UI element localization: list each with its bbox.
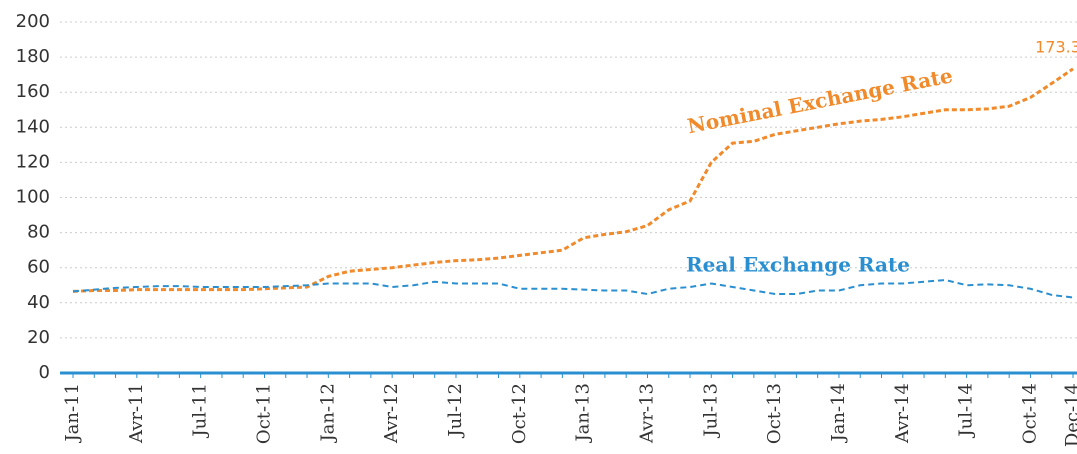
x-tick-label: Avr-13: [636, 383, 657, 444]
series-line: [72, 278, 1074, 299]
x-tick-label: Jul-13: [700, 383, 721, 439]
x-tick-label: Oct-11: [253, 383, 274, 444]
x-tick-label: Jan-12: [317, 383, 338, 444]
x-tick-label: Avr-11: [126, 383, 147, 444]
x-tick-label: Oct-14: [1019, 383, 1040, 444]
x-tick-label: Oct-12: [509, 383, 530, 444]
y-tick-label: 140: [16, 116, 50, 137]
y-tick-label: 20: [27, 327, 50, 348]
x-tick-label: Jan-11: [62, 383, 83, 444]
x-tick-label: Oct-13: [764, 383, 785, 444]
value-label: 173.3: [1035, 38, 1077, 57]
series-line: [72, 67, 1074, 293]
y-tick-label: 0: [39, 362, 50, 383]
x-tick-label: Jul-12: [445, 383, 466, 439]
x-tick-label: Jul-14: [956, 383, 977, 439]
y-tick-label: 80: [27, 222, 50, 243]
x-tick-label: Jan-13: [573, 383, 594, 444]
x-tick-label: Avr-12: [381, 383, 402, 444]
y-tick-label: 160: [16, 81, 50, 102]
x-tick-label: Jan-14: [828, 383, 849, 444]
y-tick-label: 180: [16, 46, 50, 67]
y-tick-label: 60: [27, 257, 50, 278]
series-label: Real Exchange Rate: [686, 253, 910, 277]
y-tick-label: 100: [16, 187, 50, 208]
x-tick-label: Jul-11: [190, 383, 211, 439]
x-tick-label: Avr-14: [892, 383, 913, 444]
x-tick-label: Dec-14: [1062, 383, 1077, 447]
y-tick-label: 200: [16, 11, 50, 32]
y-tick-label: 120: [16, 151, 50, 172]
y-tick-label: 40: [27, 292, 50, 313]
